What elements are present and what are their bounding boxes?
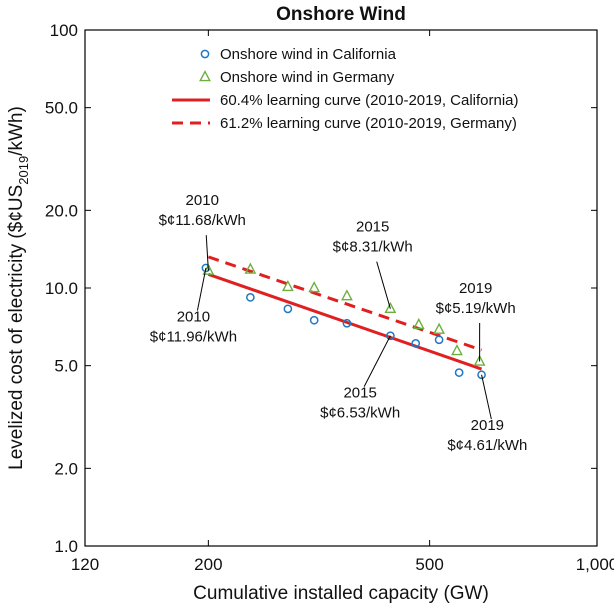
chart-title: Onshore Wind — [276, 4, 406, 25]
legend-label: 60.4% learning curve (2010-2019, Califor… — [220, 92, 519, 109]
annotation-value: $¢4.61/kWh — [447, 437, 527, 454]
germany-point — [451, 344, 463, 356]
germany-point — [244, 262, 257, 274]
california-point — [434, 335, 444, 345]
annotation-leader — [205, 235, 209, 271]
germany-point — [473, 354, 486, 366]
germany-point — [308, 281, 321, 293]
y-tick-label: 5.0 — [54, 357, 78, 376]
germany-point — [433, 322, 446, 334]
y-axis-label-main: Levelized cost of electricity ($¢US — [6, 185, 27, 470]
annotation-leader — [376, 261, 391, 309]
california-point — [386, 331, 395, 341]
data-markers — [201, 262, 486, 380]
annotation-value: $¢8.31/kWh — [333, 239, 413, 256]
y-tick-label: 2.0 — [54, 459, 78, 478]
x-axis-label: Cumulative installed capacity (GW) — [193, 583, 489, 604]
annotation-leader — [196, 267, 207, 311]
legend: Onshore wind in California Onshore wind i… — [172, 46, 519, 132]
germany-point — [412, 317, 425, 330]
x-tick-label: 120 — [71, 555, 99, 574]
annotation-leader — [363, 335, 391, 387]
annotation-value: $¢5.19/kWh — [436, 300, 516, 317]
y-tick-label: 100 — [50, 21, 78, 40]
germany-point — [281, 279, 294, 292]
learning-curve-germany — [207, 255, 483, 352]
y-tick-label: 20.0 — [45, 201, 78, 220]
california-point — [309, 315, 319, 325]
x-tick-label: 500 — [415, 555, 443, 574]
legend-triangle-marker — [199, 70, 211, 82]
legend-label: Onshore wind in Germany — [220, 69, 395, 86]
germany-point — [384, 301, 397, 314]
california-point — [454, 368, 464, 377]
annotation-year: 2015 — [356, 219, 389, 236]
california-point — [411, 339, 421, 348]
annotations: 2010 $¢11.68/kWh 2010 $¢11.96/kWh 2015 $¢8.31… — [150, 192, 528, 454]
learning-curves — [207, 255, 483, 371]
annotation-value: $¢11.96/kWh — [150, 329, 237, 346]
learning-curve-california — [207, 272, 483, 371]
annotation-value: $¢6.53/kWh — [320, 405, 400, 422]
y-tick-label: 1.0 — [54, 537, 78, 556]
annotation-year: 2010 — [177, 309, 210, 326]
legend-label: Onshore wind in California — [220, 46, 397, 63]
annotation-year: 2019 — [471, 417, 504, 434]
legend-circle-marker — [200, 49, 210, 59]
annotation-year: 2015 — [343, 385, 376, 402]
annotation-year: 2010 — [186, 192, 219, 209]
y-axis-label-tail: /kWh) — [6, 106, 27, 156]
annotation-leader — [481, 374, 492, 420]
y-tick-label: 50.0 — [45, 99, 78, 118]
y-tick-label: 10.0 — [45, 279, 78, 298]
annotation-value: $¢11.68/kWh — [159, 212, 246, 229]
california-point — [283, 304, 293, 314]
axis-ticks: 120 200 500 1,000 1.0 2.0 5.0 10.0 20.0 50.0 100 — [45, 21, 614, 574]
annotation-year: 2019 — [459, 280, 492, 297]
y-axis-label: Levelized cost of electricity ($¢US2019/… — [6, 106, 31, 470]
california-point — [342, 318, 352, 328]
california-point — [477, 370, 486, 380]
x-tick-label: 1,000 — [576, 555, 614, 574]
california-point — [246, 292, 255, 302]
y-axis-label-subscript: 2019 — [16, 156, 31, 185]
x-tick-label: 200 — [194, 555, 222, 574]
legend-label: 61.2% learning curve (2010-2019, Germany… — [220, 115, 517, 132]
germany-point — [341, 289, 353, 301]
